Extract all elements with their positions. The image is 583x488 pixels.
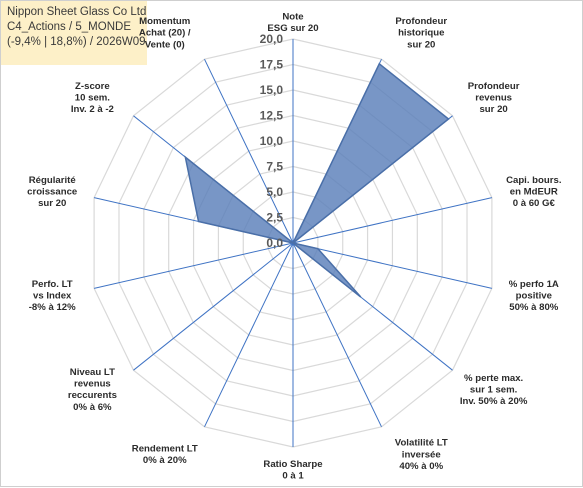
category-label: % perte max.sur 1 sem.Inv. 50% à 20% xyxy=(460,373,528,407)
tick-label: 10,0 xyxy=(260,134,284,148)
tick-label: 2,5 xyxy=(266,211,283,225)
radial-ticks: 0,0 2,5 5,0 7,5 10,0 12,5 15,0 17,5 20,0 xyxy=(260,32,284,250)
tick-label: 17,5 xyxy=(260,58,284,72)
tick-label: 7,5 xyxy=(266,160,283,174)
tick-label: 12,5 xyxy=(260,109,284,123)
tick-label: 20,0 xyxy=(260,32,284,46)
radar-series xyxy=(185,64,448,297)
tick-label: 0,0 xyxy=(266,236,283,250)
radar-spoke xyxy=(204,243,293,427)
series-area xyxy=(185,64,448,297)
tick-label: 15,0 xyxy=(260,83,284,97)
tick-label: 5,0 xyxy=(266,185,283,199)
